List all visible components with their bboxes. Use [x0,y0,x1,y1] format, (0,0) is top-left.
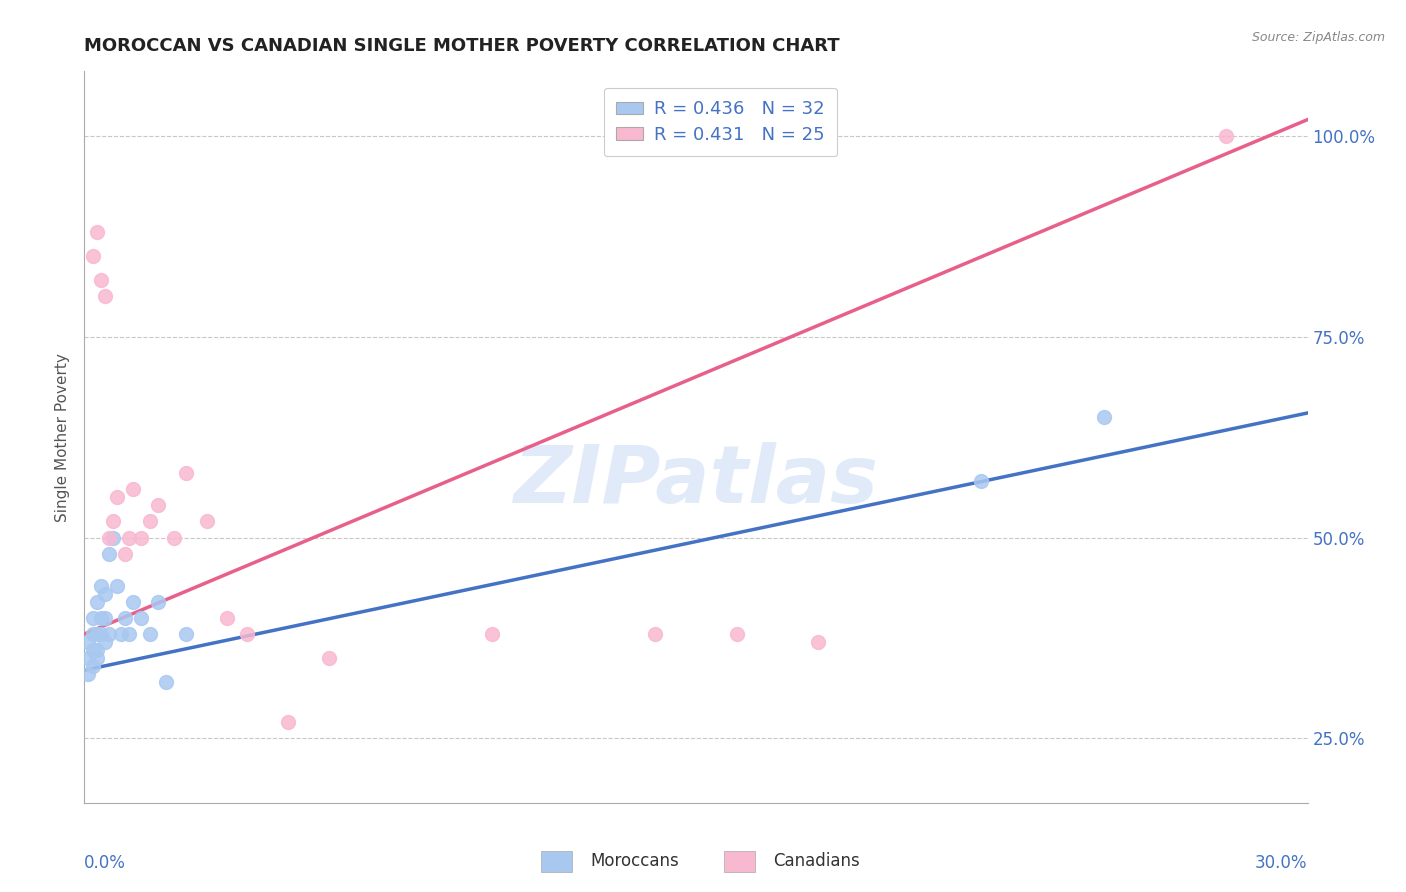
Point [174,467,197,481]
Text: Source: ZipAtlas.com: Source: ZipAtlas.com [1251,31,1385,45]
Point [217,611,239,625]
Point [86,643,108,657]
Point [277,715,299,730]
Point [114,547,136,561]
Point [236,627,259,641]
Point [807,635,830,649]
Point [118,627,141,641]
Text: 0.0%: 0.0% [84,854,127,872]
Y-axis label: Single Mother Poverty: Single Mother Poverty [55,352,70,522]
Point [146,595,169,609]
Point [105,579,128,593]
Point [82,611,104,625]
Point [110,627,132,641]
Point [97,531,120,545]
Point [82,659,104,673]
Point [86,225,108,239]
Point [90,579,112,593]
Point [195,515,218,529]
Point [86,627,108,641]
Point [105,491,128,505]
Point [93,289,115,303]
Point [97,547,120,561]
Point [77,667,100,681]
Text: ZIPatlas: ZIPatlas [513,442,879,520]
Point [970,475,993,489]
Point [93,587,115,601]
Point [90,273,112,287]
Point [86,595,108,609]
Text: Moroccans: Moroccans [591,852,679,870]
Point [146,499,169,513]
Point [90,611,112,625]
Point [122,483,145,497]
Point [90,627,112,641]
Point [644,627,666,641]
Point [318,651,340,665]
Point [77,651,100,665]
Point [163,531,186,545]
Point [77,635,100,649]
Point [138,627,160,641]
Point [122,595,145,609]
Point [131,611,153,625]
Point [1092,409,1115,424]
Point [114,611,136,625]
Point [93,611,115,625]
Point [101,531,124,545]
Point [174,627,197,641]
Point [155,675,177,690]
Point [131,531,153,545]
Point [118,531,141,545]
Point [82,643,104,657]
Point [97,627,120,641]
Point [725,627,748,641]
Text: 30.0%: 30.0% [1256,854,1308,872]
Point [138,515,160,529]
Text: MOROCCAN VS CANADIAN SINGLE MOTHER POVERTY CORRELATION CHART: MOROCCAN VS CANADIAN SINGLE MOTHER POVER… [84,37,839,54]
Legend: R = 0.436   N = 32, R = 0.431   N = 25: R = 0.436 N = 32, R = 0.431 N = 25 [603,87,838,156]
Text: Canadians: Canadians [773,852,860,870]
Point [101,515,124,529]
Point [82,627,104,641]
Point [86,651,108,665]
Point [481,627,503,641]
Point [82,249,104,263]
Point [1215,128,1237,143]
Point [93,635,115,649]
